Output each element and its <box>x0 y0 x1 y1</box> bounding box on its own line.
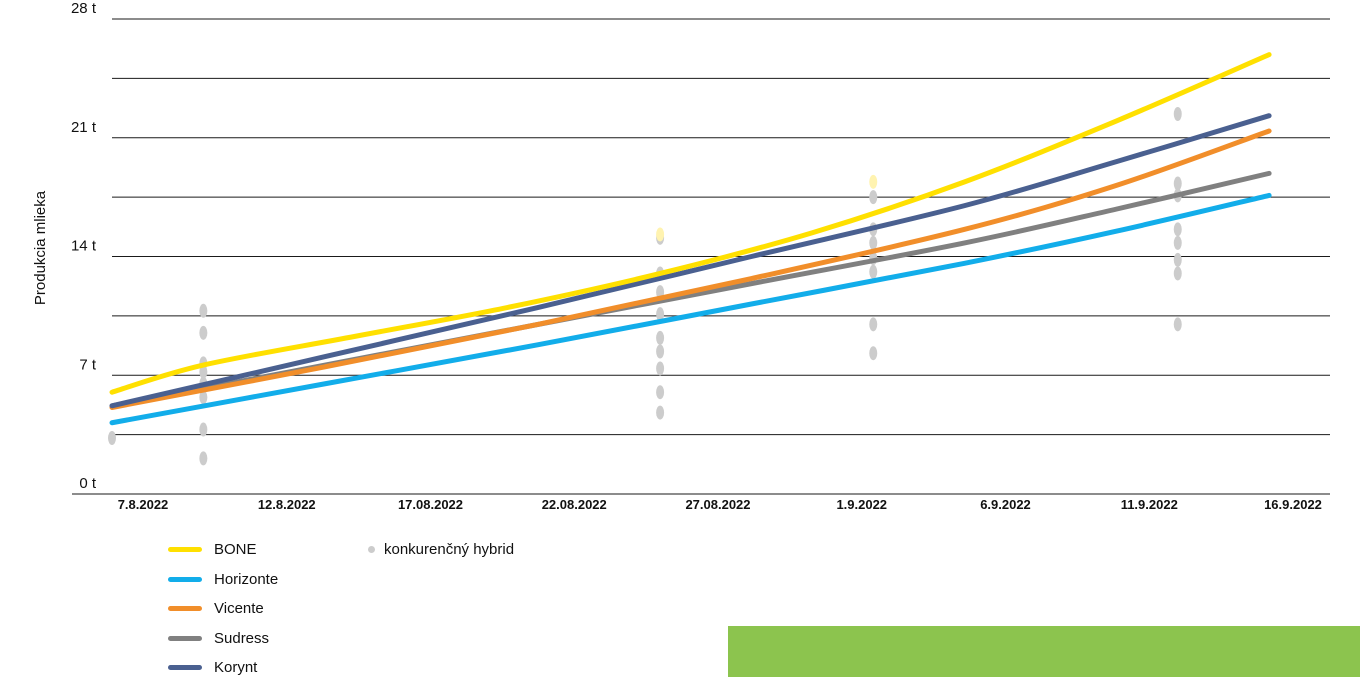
x-tick-label: 16.9.2022 <box>1264 497 1322 512</box>
legend-label-sudress: Sudress <box>214 629 270 647</box>
y-tick-label: 21 t <box>71 119 97 136</box>
scatter-point <box>108 431 116 446</box>
scatter-point <box>1173 107 1182 121</box>
legend-item-sudress: Sudress <box>168 624 278 654</box>
legend-item-korynt: Korynt <box>168 653 278 683</box>
scatter-point <box>1173 235 1182 250</box>
y-tick-label: 14 t <box>71 238 97 255</box>
scatter-point <box>199 325 208 340</box>
legend-item-bone: BONE <box>168 535 278 565</box>
scatter-point <box>656 385 665 400</box>
series-line-vicente <box>109 128 1272 410</box>
scatter-point <box>1173 266 1182 281</box>
legend-lines: BONE Horizonte Vicente Sudress Korynt <box>168 535 278 683</box>
scatter-point <box>656 307 665 322</box>
scatter-point <box>199 390 208 405</box>
scatter-point <box>656 405 665 420</box>
scatter-point <box>199 303 208 318</box>
legend-swatch-bone <box>168 547 202 553</box>
x-tick-label: 6.9.2022 <box>980 497 1031 512</box>
scatter-point <box>656 344 665 359</box>
y-tick-label: 28 t <box>71 0 97 17</box>
x-tick-label: 22.08.2022 <box>542 497 607 512</box>
scatter-point <box>869 317 878 332</box>
y-axis-ticks: 0 t 7 t 14 t 21 t 28 t <box>71 0 97 492</box>
legend-scatter: konkurenčný hybrid <box>368 535 514 565</box>
scatter-point <box>1173 252 1182 267</box>
scatter-point <box>656 330 665 345</box>
green-banner <box>728 626 1360 677</box>
scatter-point <box>1173 176 1182 191</box>
highlight-point <box>869 174 878 189</box>
legend-swatch-korynt <box>168 665 202 671</box>
x-tick-label: 1.9.2022 <box>836 497 887 512</box>
x-tick-label: 17.08.2022 <box>398 497 463 512</box>
scatter-point <box>869 190 878 205</box>
legend-item-konkurencny-hybrid: konkurenčný hybrid <box>368 535 514 565</box>
legend-item-horizonte: Horizonte <box>168 565 278 595</box>
x-tick-label: 7.8.2022 <box>118 497 169 512</box>
legend-swatch-sudress <box>168 635 202 641</box>
legend-label-vicente: Vicente <box>214 600 264 618</box>
scatter-point <box>869 346 878 361</box>
series-line-horizonte <box>109 192 1272 426</box>
legend-dot-konkurencny-hybrid <box>368 546 375 554</box>
x-axis-ticks: 7.8.2022 12.8.2022 17.08.2022 22.08.2022 27.… <box>118 497 1322 512</box>
legend-item-vicente: Vicente <box>168 594 278 624</box>
x-tick-label: 12.8.2022 <box>258 497 316 512</box>
y-tick-label: 7 t <box>79 356 97 373</box>
x-tick-label: 27.08.2022 <box>685 497 750 512</box>
scatter-point <box>1173 317 1182 332</box>
highlight-point <box>656 227 665 242</box>
series-lines <box>109 52 1272 426</box>
legend-swatch-horizonte <box>168 576 202 582</box>
y-tick-label: 0 t <box>79 475 97 492</box>
legend-label-bone: BONE <box>214 541 257 559</box>
y-axis-label: Produkcia mlieka <box>32 190 49 305</box>
gridlines <box>72 18 1330 495</box>
scatter-point <box>869 264 878 279</box>
scatter-point <box>1173 222 1182 237</box>
series-line-bone <box>109 52 1272 395</box>
scatter-point <box>199 364 208 379</box>
scatter-point <box>199 451 208 466</box>
legend-label-korynt: Korynt <box>214 659 258 677</box>
scatter-point <box>199 422 208 437</box>
legend-label-konkurencny-hybrid: konkurenčný hybrid <box>384 541 515 559</box>
legend-swatch-vicente <box>168 606 202 612</box>
scatter-point <box>869 235 878 250</box>
x-tick-label: 11.9.2022 <box>1121 497 1178 512</box>
series-line-korynt <box>109 113 1272 409</box>
scatter-point <box>656 361 665 376</box>
legend-label-horizonte: Horizonte <box>214 570 279 588</box>
